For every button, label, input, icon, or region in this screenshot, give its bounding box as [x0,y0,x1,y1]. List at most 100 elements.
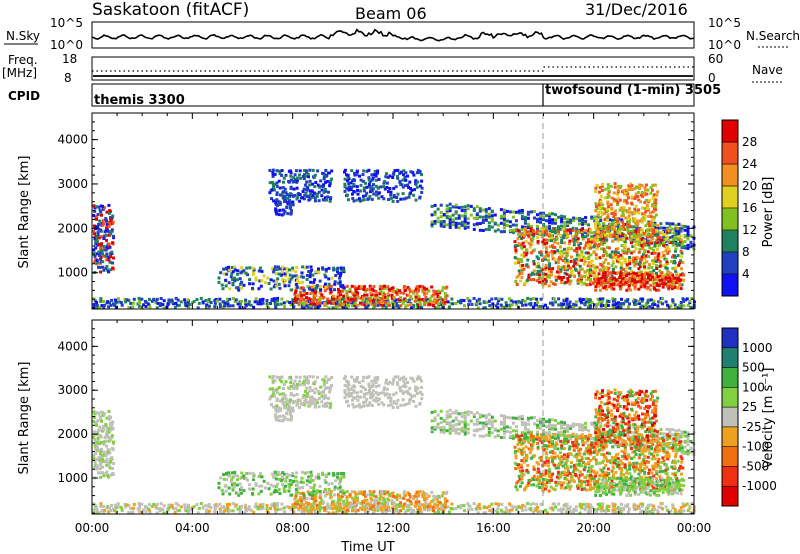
velocity-cell [363,498,367,502]
power-cell [664,266,668,270]
power-cell [127,298,131,302]
velocity-cell [342,491,346,495]
power-cell [586,244,590,247]
velocity-cell [309,476,312,480]
power-cell [675,281,679,285]
velocity-cell [646,506,650,510]
power-cell [99,228,103,232]
power-cell [315,194,319,198]
power-cell [95,301,99,304]
velocity-cell [226,505,230,509]
power-cell [636,234,640,238]
power-cell [553,240,557,244]
power-cell [218,305,222,309]
velocity-cell [357,403,361,407]
velocity-cell [396,509,400,513]
velocity-cell [343,377,346,380]
velocity-cell [302,496,306,500]
power-cell [544,263,548,267]
power-cell [607,205,611,209]
velocity-cell [276,502,280,505]
power-cell [574,300,578,304]
power-cell [634,224,638,228]
power-cell [302,173,306,177]
power-cell [606,200,610,204]
power-cell [318,296,322,299]
power-cell [553,250,557,254]
velocity-cell [233,505,237,509]
power-cell [363,303,367,307]
velocity-cell [408,503,412,507]
power-cell [599,215,603,219]
power-cell [330,276,334,280]
power-cell [616,201,620,204]
velocity-cell [275,399,279,403]
power-cell [370,173,374,177]
power-cell [578,246,582,250]
power-cell [585,241,588,245]
power-cell [514,219,518,223]
power-cell [406,183,410,187]
velocity-cell [477,504,481,508]
power-cell [325,287,329,291]
power-cell [614,250,617,254]
power-cell [371,303,375,306]
power-cell [325,299,329,303]
velocity-cell [412,400,416,403]
power-cell [466,221,470,225]
power-cell [634,221,637,225]
power-cell [508,220,512,224]
power-cell [583,260,587,264]
power-cell [556,230,560,233]
power-cell [645,199,648,202]
velocity-cell [131,510,135,514]
power-cell [606,254,609,258]
velocity-cell [173,510,177,514]
velocity-cell [410,502,414,506]
power-cell [381,305,385,309]
power-cell [478,207,482,211]
velocity-cell [383,492,387,496]
velocity-cell [258,472,262,476]
power-cell [550,236,554,240]
velocity-cell [109,509,113,512]
power-cell [602,247,606,251]
velocity-cell [307,492,311,496]
power-cell [292,187,296,191]
power-cell [604,238,608,242]
power-cell [322,177,326,181]
velocity-cell [248,483,252,487]
power-cell [457,214,461,218]
power-cell [148,298,151,301]
power-cell [360,302,364,306]
power-cell [516,237,520,241]
velocity-cell [352,396,356,400]
velocity-cell [401,391,405,395]
power-cell [529,297,533,301]
power-cell [367,168,371,172]
power-cell [686,303,690,307]
power-cell [613,229,617,233]
power-cell [363,285,366,289]
power-cell [627,207,631,211]
velocity-cell [213,510,217,514]
velocity-cell [251,472,255,476]
power-cell [460,205,464,209]
velocity-cell [342,474,346,478]
velocity-cell [682,509,686,513]
velocity-cell [396,375,400,379]
power-cell [566,234,570,238]
power-cell [286,201,290,205]
power-cell [272,279,276,283]
power-cell [375,301,379,305]
power-cell [673,303,677,307]
power-cell [298,281,302,285]
velocity-cell [336,475,339,479]
power-cell [258,298,262,302]
velocity-cell [362,400,365,404]
power-cell [270,188,274,192]
power-cell [478,302,482,306]
power-cell [338,274,342,278]
power-cell [392,296,396,299]
power-cell [346,173,350,177]
